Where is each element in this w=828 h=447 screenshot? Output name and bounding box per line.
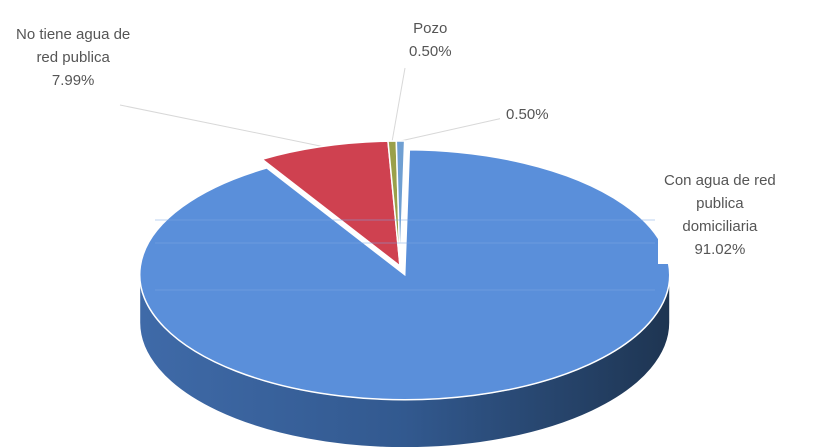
slice-label-con-agua-de-red: Con agua de red publica domiciliaria 91.… (658, 166, 782, 264)
slice-name-line: publica (696, 195, 744, 212)
slice-name-line: red publica (36, 49, 110, 66)
slice-name-line: Con agua de red (664, 172, 776, 189)
pie-slice-con-agua-de-red (138, 148, 671, 401)
slice-name-line: Pozo (413, 20, 448, 37)
leader-line-other (400, 117, 504, 142)
slice-percent: 91.02% (694, 241, 746, 258)
slice-label-no-tiene-agua: No tiene agua de red publica 7.99% (10, 20, 137, 95)
slice-name-line: domiciliaria (682, 218, 758, 235)
pie-slice-other (395, 140, 406, 267)
slice-label-pozo: Pozo 0.50% (403, 14, 458, 66)
slice-percent: 0.50% (506, 106, 549, 123)
leader-lines (119, 67, 504, 147)
leader-line-pozo (391, 67, 406, 142)
slice-percent: 0.50% (409, 43, 452, 60)
slice-percent: 7.99% (51, 72, 95, 89)
slice-name-line: No tiene agua de (16, 26, 131, 43)
slice-label-other: 0.50% (500, 100, 555, 129)
leader-line-no-tiene-agua (119, 104, 323, 147)
pie-slices (138, 140, 671, 401)
pie-slice-no-tiene-agua (260, 140, 401, 268)
